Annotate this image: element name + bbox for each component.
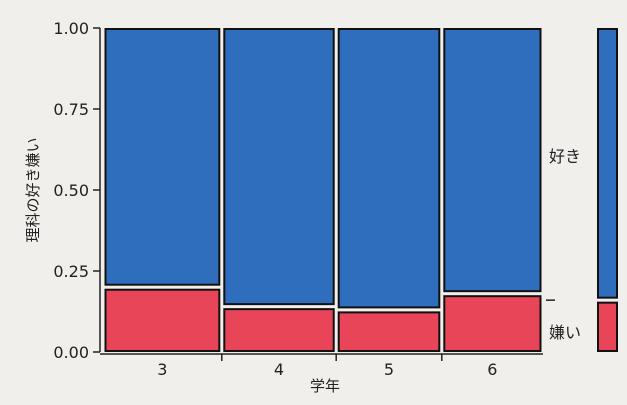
x-tick-label: 5 — [384, 360, 394, 379]
category-label-like: 好き — [549, 147, 581, 166]
tile-like-grade-5 — [337, 28, 441, 309]
x-axis-label: 学年 — [310, 377, 340, 395]
category-label-dislike: 嫌い — [549, 323, 581, 342]
y-tick-label: 1.00 — [53, 19, 89, 38]
tile-dislike-grade-4 — [223, 308, 335, 353]
x-tick-label: 3 — [157, 360, 167, 379]
tile-like-grade-3 — [104, 28, 221, 286]
x-tick-label: 4 — [274, 360, 284, 379]
overall-dislike-tile — [597, 301, 618, 353]
right-category-labels: 好き嫌い — [546, 147, 581, 342]
y-tick-label: 0.50 — [53, 181, 89, 200]
tile-dislike-grade-6 — [443, 295, 542, 352]
tile-dislike-grade-3 — [104, 288, 221, 353]
tile-like-grade-6 — [443, 28, 542, 293]
x-tick-label: 6 — [487, 360, 497, 379]
overall-bar — [597, 28, 618, 353]
axes: 0.00 0.25 0.50 0.75 1.00 3 4 5 6 — [53, 19, 543, 379]
y-tick-label: 0.00 — [53, 343, 89, 362]
y-tick-label: 0.25 — [53, 262, 89, 281]
mosaic-tiles — [104, 28, 542, 353]
tile-dislike-grade-5 — [337, 311, 441, 353]
y-tick-label: 0.75 — [53, 100, 89, 119]
y-axis-label: 理科の好き嫌い — [24, 137, 42, 242]
tile-like-grade-4 — [223, 28, 335, 306]
overall-like-tile — [597, 28, 618, 299]
